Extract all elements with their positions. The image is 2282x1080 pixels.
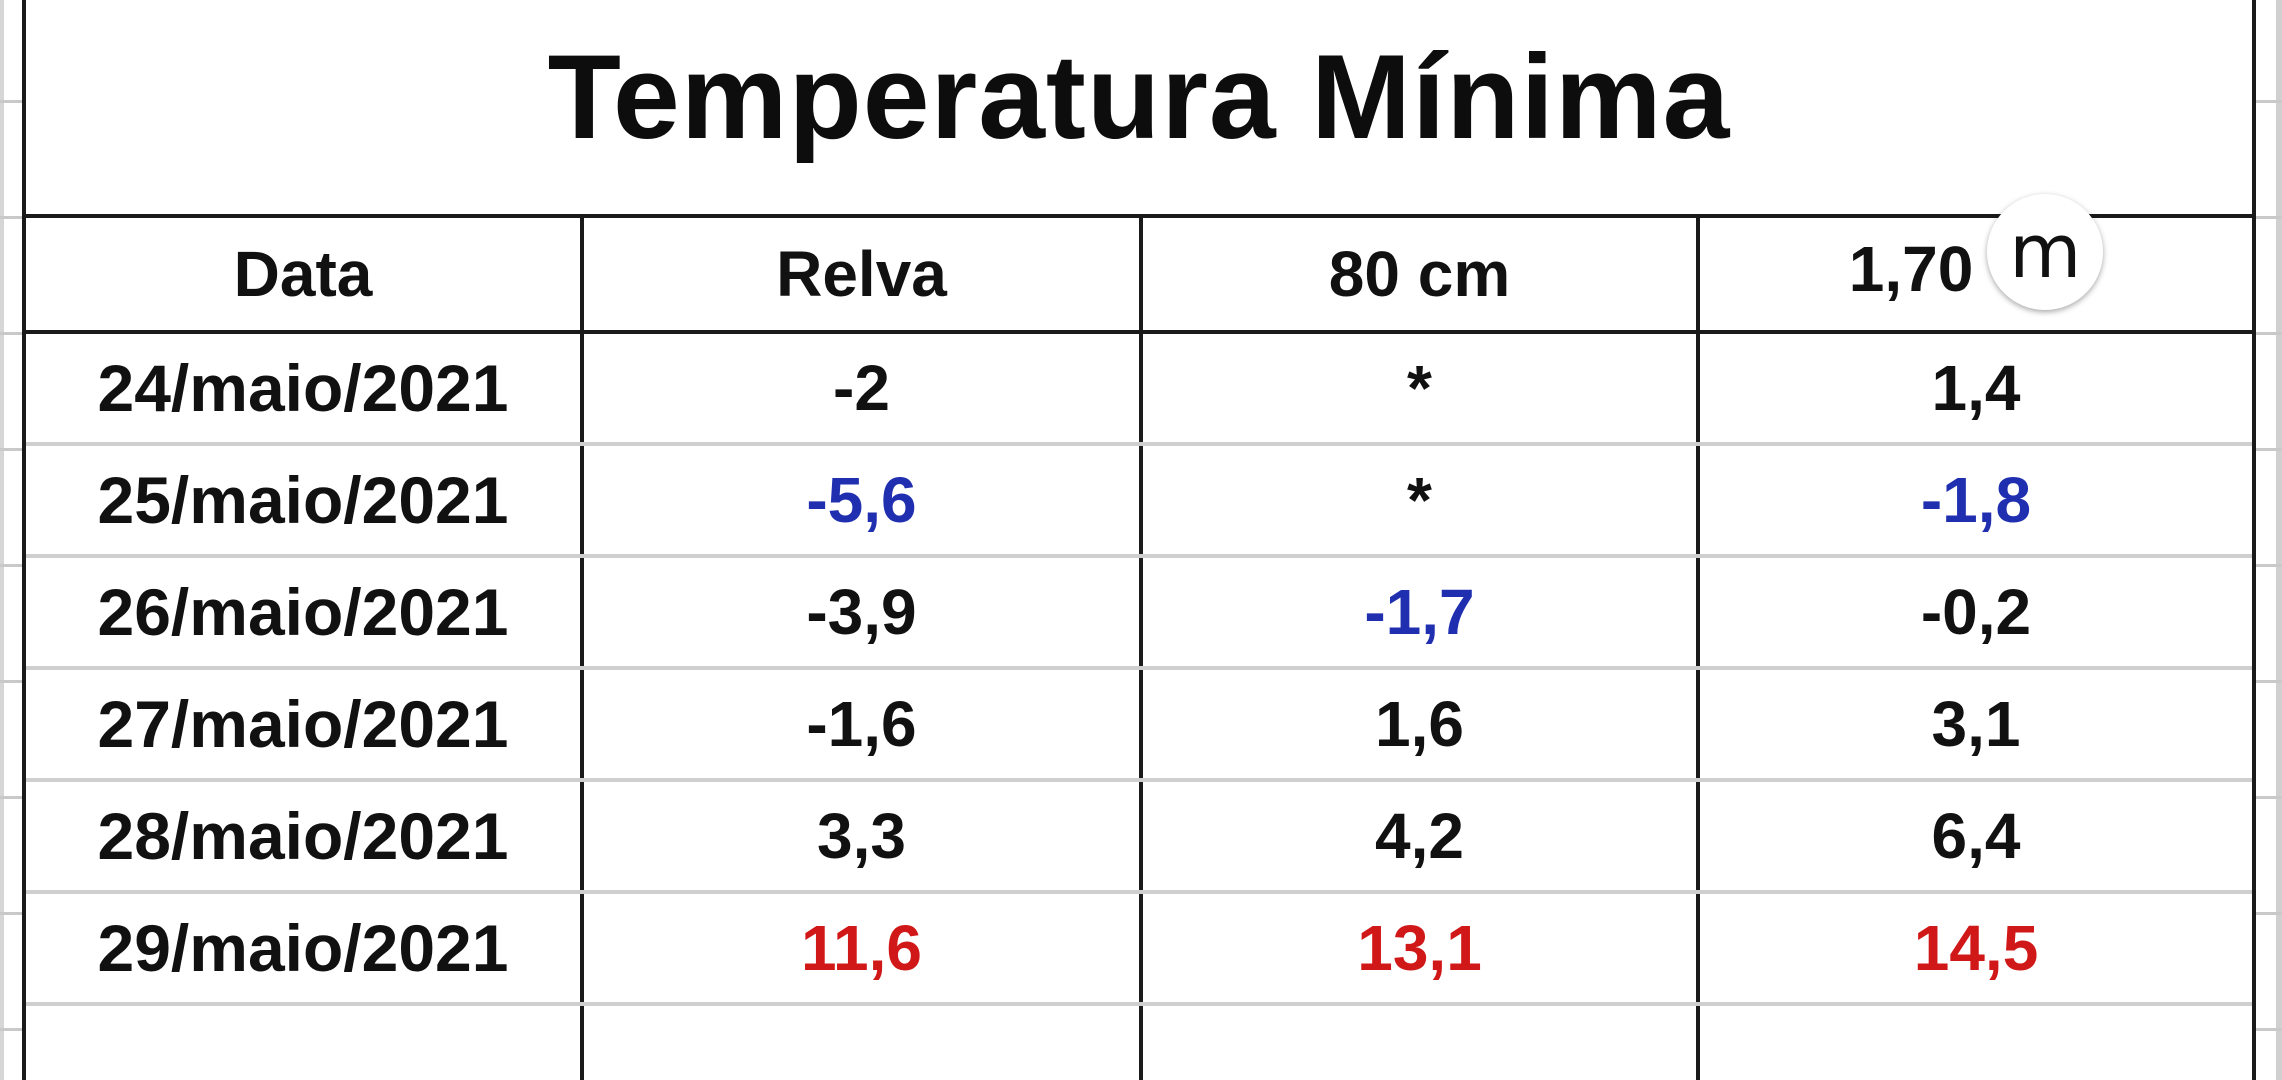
table-row: 24/maio/2021 -2 * 1,4 [26, 332, 2252, 446]
gridline [2256, 1028, 2282, 1031]
gridline [0, 564, 22, 567]
gridline [0, 100, 22, 103]
empty-cell[interactable] [26, 1004, 582, 1080]
relva-cell[interactable]: -5,6 [580, 444, 1141, 558]
gridline [2256, 448, 2282, 451]
m170-cell[interactable]: 3,1 [1696, 668, 2252, 782]
gridline [0, 912, 22, 915]
unit-badge: m [1987, 193, 2104, 310]
gridline [0, 680, 22, 683]
gridline [0, 332, 22, 335]
table-row: 25/maio/2021 -5,6 * -1,8 [26, 444, 2252, 558]
cm80-cell[interactable]: -1,7 [1139, 556, 1698, 670]
date-cell[interactable]: 25/maio/2021 [26, 444, 582, 558]
m170-cell[interactable]: -1,8 [1696, 444, 2252, 558]
page-title: Temperatura Mínima [547, 30, 1731, 164]
sheet-right-edge [2276, 0, 2282, 1080]
table-row: 28/maio/2021 3,3 4,2 6,4 [26, 780, 2252, 894]
gridline [2256, 564, 2282, 567]
relva-cell[interactable]: 3,3 [580, 780, 1141, 894]
sheet-left-edge [0, 0, 4, 1080]
header-date[interactable]: Data [26, 218, 582, 334]
cm80-cell[interactable]: 13,1 [1139, 892, 1698, 1006]
gridline [0, 1028, 22, 1031]
empty-cell[interactable] [580, 1004, 1141, 1080]
date-cell[interactable]: 24/maio/2021 [26, 332, 582, 446]
header-relva[interactable]: Relva [580, 218, 1141, 334]
table-row: 29/maio/2021 11,6 13,1 14,5 [26, 892, 2252, 1006]
temperature-sheet: Temperatura Mínima Data Relva 80 cm 1,70… [22, 0, 2256, 1080]
header-80cm[interactable]: 80 cm [1139, 218, 1698, 334]
gridline [0, 448, 22, 451]
date-cell[interactable]: 26/maio/2021 [26, 556, 582, 670]
gridline [0, 216, 22, 219]
date-cell[interactable]: 28/maio/2021 [26, 780, 582, 894]
relva-cell[interactable]: 11,6 [580, 892, 1141, 1006]
gridline [2256, 216, 2282, 219]
relva-cell[interactable]: -1,6 [580, 668, 1141, 782]
m170-cell[interactable]: 14,5 [1696, 892, 2252, 1006]
cm80-cell[interactable]: 1,6 [1139, 668, 1698, 782]
temperature-table: Data Relva 80 cm 1,70 m 24/maio/2021 -2 *… [26, 193, 2252, 1080]
cm80-cell[interactable]: * [1139, 444, 1698, 558]
m170-cell[interactable]: 1,4 [1696, 332, 2252, 446]
header-170m[interactable]: 1,70 m [1696, 193, 2252, 334]
header-row: Data Relva 80 cm 1,70 m [26, 193, 2252, 334]
table-row: 26/maio/2021 -3,9 -1,7 -0,2 [26, 556, 2252, 670]
empty-cell[interactable] [1696, 1004, 2252, 1080]
empty-cell[interactable] [1139, 1004, 1698, 1080]
relva-cell[interactable]: -2 [580, 332, 1141, 446]
m170-cell[interactable]: 6,4 [1696, 780, 2252, 894]
title-cell[interactable]: Temperatura Mínima [26, 0, 2252, 218]
table-row: 27/maio/2021 -1,6 1,6 3,1 [26, 668, 2252, 782]
date-cell[interactable]: 29/maio/2021 [26, 892, 582, 1006]
m170-cell[interactable]: -0,2 [1696, 556, 2252, 670]
gridline [2256, 912, 2282, 915]
date-cell[interactable]: 27/maio/2021 [26, 668, 582, 782]
header-170m-value: 1,70 [1848, 233, 1974, 306]
gridline [2256, 100, 2282, 103]
cm80-cell[interactable]: 4,2 [1139, 780, 1698, 894]
empty-row [26, 1004, 2252, 1080]
gridline [2256, 332, 2282, 335]
gridline [0, 796, 22, 799]
gridline [2256, 796, 2282, 799]
gridline [2256, 680, 2282, 683]
relva-cell[interactable]: -3,9 [580, 556, 1141, 670]
cm80-cell[interactable]: * [1139, 332, 1698, 446]
